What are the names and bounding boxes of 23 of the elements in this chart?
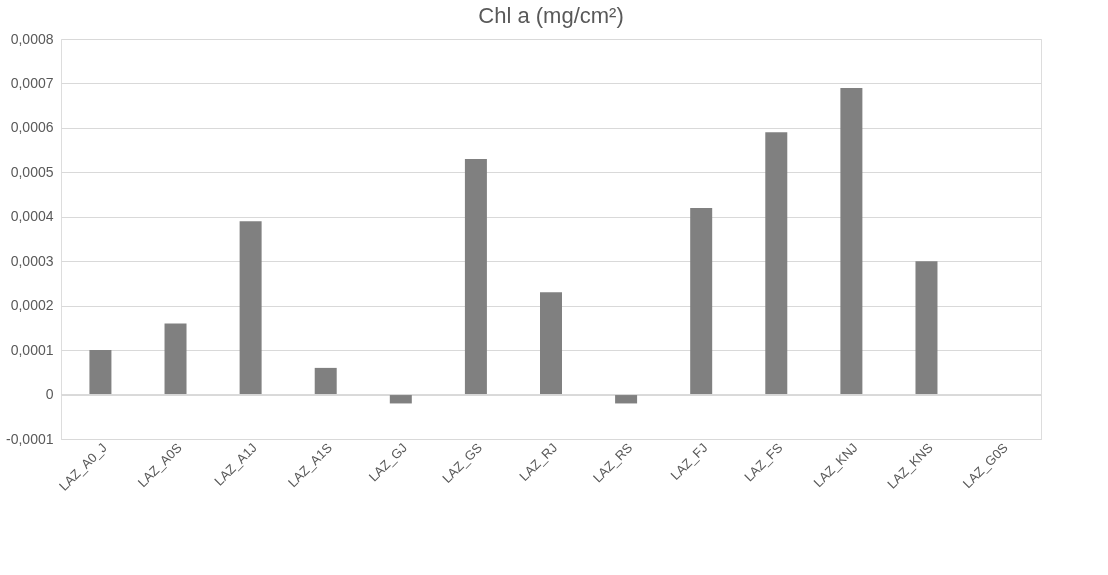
bar <box>915 261 938 395</box>
y-tick-label: 0,0004 <box>10 208 54 225</box>
y-tick-label: 0,0007 <box>10 74 54 91</box>
bar <box>164 323 187 395</box>
bar <box>615 394 638 404</box>
chart-title: Chl a (mg/cm²) <box>478 3 624 28</box>
y-tick-label: -0,0001 <box>6 430 54 447</box>
y-tick-label: 0,0003 <box>10 252 54 269</box>
bar <box>690 207 713 395</box>
y-tick-label: 0,0008 <box>10 30 54 47</box>
bar <box>840 87 863 395</box>
bar <box>89 350 112 395</box>
bar <box>765 132 788 395</box>
bar <box>540 292 562 395</box>
y-tick-label: 0,0005 <box>10 163 54 180</box>
bar <box>389 394 412 404</box>
y-tick-label: 0 <box>45 386 54 403</box>
bar <box>239 221 262 395</box>
y-tick-label: 0,0002 <box>10 297 54 314</box>
y-tick-label: 0,0006 <box>10 119 54 136</box>
y-tick-label: 0,0001 <box>10 341 54 358</box>
bar <box>464 159 487 395</box>
bar <box>314 367 337 395</box>
